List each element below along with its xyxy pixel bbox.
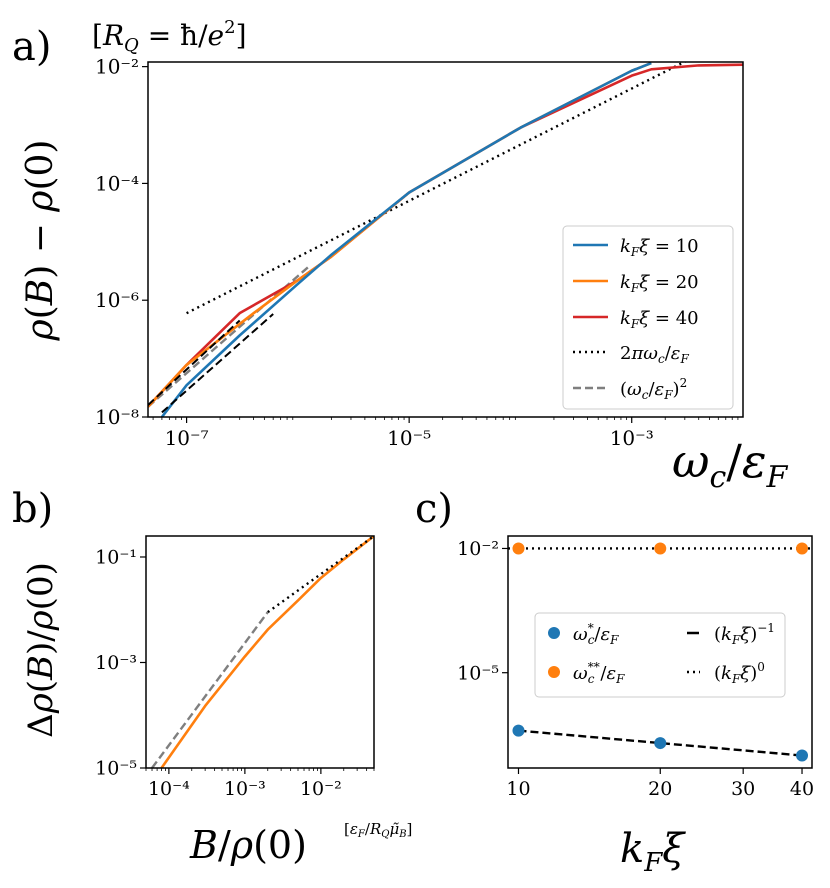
panel-b: b) Δρ(B)/ρ(0) B/ρ(0) [εF/RQμ̃B] 10⁻⁴ 10⁻³…: [12, 486, 412, 867]
legend-marker-omega-2star: [548, 666, 560, 678]
panel-c-point-s0-0: [512, 724, 525, 737]
panel-b-label: b): [12, 486, 53, 532]
panel-b-ticks: 10⁻⁴ 10⁻³ 10⁻² 10⁻⁵ 10⁻³ 10⁻¹: [95, 547, 375, 800]
panel-c-label: c): [415, 486, 453, 532]
panel-c-ytick-label-0: 10⁻⁵: [457, 662, 499, 684]
panel-b-data: [151, 536, 374, 768]
panel-b-ytick-label-1: 10⁻³: [95, 652, 137, 674]
panel-b-series-2: [151, 611, 269, 768]
panel-c-xtick-label-0: 10: [506, 778, 530, 800]
legend-label-omega-2star: ω** c/εF: [573, 660, 625, 686]
panel-c-point-s0-2: [796, 749, 809, 762]
panel-a-ticks: 10⁻⁷ 10⁻⁵ 10⁻³ 10⁻⁸ 10⁻⁶ 10⁻⁴ 10⁻²: [95, 55, 739, 450]
panel-c-ticks: 10 20 30 40 10⁻⁵ 10⁻²: [457, 538, 814, 800]
panel-b-xtick-label-0: 10⁻⁴: [148, 778, 190, 800]
panel-a-overlay-dash-0: [161, 313, 274, 414]
legend-label-omega-star: ω* c/εF: [573, 621, 619, 647]
panel-c-legend-box: [534, 612, 786, 698]
panel-c-data: [508, 542, 812, 762]
panel-c-frame: [507, 535, 813, 769]
panel-c-point-s1-1: [654, 542, 667, 555]
panel-a-legend: kFξ = 10 kFξ = 20 kFξ = 40 2πωc/εF (ωc/ε…: [562, 225, 734, 410]
panel-a-ytick-label-2: 10⁻⁴: [95, 171, 139, 195]
panel-b-series-0: [160, 536, 374, 768]
panel-c-xtick-label-2: 30: [731, 778, 755, 800]
legend-marker-omega-star: [548, 627, 560, 639]
panel-b-frame: [145, 535, 375, 769]
legend-label-linear: 2πωc/εF: [620, 343, 689, 366]
panel-c-point-s1-2: [796, 542, 809, 555]
panel-b-ytick-label-0: 10⁻⁵: [95, 758, 137, 780]
panel-a-data: [148, 62, 743, 417]
panel-b-xtick-label-1: 10⁻³: [224, 778, 266, 800]
legend-label-kf10: kFξ = 10: [620, 236, 699, 259]
legend-label-constant: (kFξ)0: [714, 660, 765, 686]
panel-a-series-0: [160, 62, 652, 417]
panel-b-xunit: [εF/RQμ̃B]: [344, 820, 412, 840]
panel-a: a) [RQ = ħ/e2] ρ(B) − ρ(0) ωc/εF 10⁻⁷ 10⁻…: [12, 17, 789, 495]
panel-a-ytick-label-3: 10⁻²: [95, 55, 139, 79]
panel-a-xtick-label-2: 10⁻³: [610, 426, 654, 450]
panel-b-xlabel: B/ρ(0): [189, 823, 307, 867]
panel-c-xlabel: kFξ: [620, 826, 686, 878]
panel-c-point-s0-1: [654, 737, 667, 750]
panel-a-ytick-label-1: 10⁻⁶: [95, 288, 139, 312]
panel-a-ytick-label-0: 10⁻⁸: [95, 405, 139, 429]
panel-a-label: a): [12, 24, 51, 70]
panel-a-ylabel: ρ(B) − ρ(0): [20, 140, 61, 342]
panel-c-legend: ω* c/εF ω** c/εF (kFξ)−1 (kFξ)0: [534, 612, 786, 698]
legend-label-kf20: kFξ = 20: [620, 272, 699, 295]
panel-c-ytick-label-1: 10⁻²: [457, 538, 499, 560]
panel-a-xtick-label-1: 10⁻⁵: [387, 426, 431, 450]
panel-c: c) kFξ 10 20 30 40 10⁻⁵ 10⁻² ω* c/εF ω** c/εF (…: [415, 486, 814, 878]
panel-c-xtick-label-1: 20: [648, 778, 672, 800]
legend-label-kf40: kFξ = 40: [620, 308, 699, 331]
panel-a-legend-box: [562, 225, 734, 410]
panel-a-plot-area: [148, 62, 743, 417]
panel-b-ylabel: Δρ(B)/ρ(0): [21, 562, 61, 738]
legend-label-quadratic: (ωc/εF)2: [620, 376, 687, 402]
panel-c-point-s1-0: [512, 542, 525, 555]
panel-b-series-1: [267, 536, 374, 614]
panel-a-unit-note: [RQ = ħ/e2]: [92, 17, 247, 56]
panel-c-xtick-label-3: 40: [790, 778, 814, 800]
panel-a-frame: [147, 61, 744, 418]
panel-b-xtick-label-2: 10⁻²: [300, 778, 342, 800]
panel-b-plot-area: [151, 536, 374, 768]
panel-a-xtick-label-0: 10⁻⁷: [165, 426, 209, 450]
panel-a-overlay-dash-1: [148, 319, 241, 406]
panel-b-ytick-label-2: 10⁻¹: [95, 547, 137, 569]
panel-a-xlabel: ωc/εF: [672, 434, 789, 495]
